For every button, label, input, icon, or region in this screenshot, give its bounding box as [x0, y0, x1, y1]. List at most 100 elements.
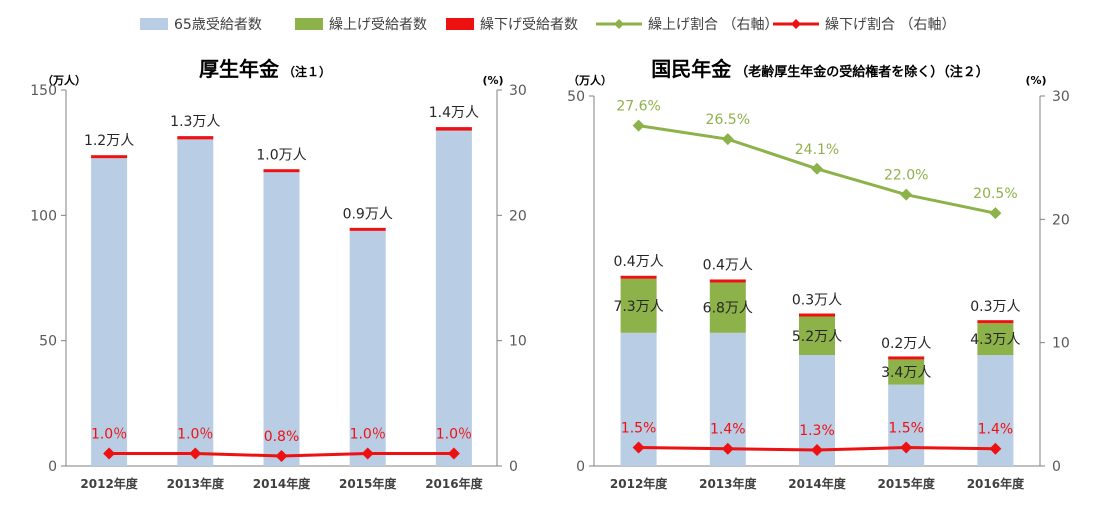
legend-label-deferred: 繰下げ受給者数	[480, 17, 578, 33]
legend-marker-early_ratio	[614, 19, 624, 29]
point-deferred_ratio	[275, 449, 288, 462]
bar-base	[435, 130, 472, 466]
legend-swatch-deferred	[446, 18, 474, 30]
bar-deferred	[91, 155, 128, 159]
y-axis-right-unit: (%)	[482, 74, 503, 87]
bar-base	[91, 158, 128, 466]
y-tick-label-right: 10	[509, 334, 527, 350]
chart-title-note: （老齢厚生年金の受給権者を除く）（注２）	[735, 64, 989, 80]
chart-title: 国民年金 （老齢厚生年金の受給権者を除く）（注２）	[651, 57, 989, 81]
y-tick-label-right: 10	[1052, 336, 1070, 352]
line-label-deferred_ratio: 1.4%	[978, 422, 1014, 438]
bar-deferred	[799, 313, 835, 317]
chart-kokumin-nenkin: 国民年金 （老齢厚生年金の受給権者を除く）（注２） （万人） (%) 0 50 0 10 20 3…	[567, 57, 1070, 491]
bar-deferred	[435, 127, 472, 131]
line-label-early_ratio: 22.0%	[884, 168, 928, 184]
legend-swatch-base	[140, 18, 168, 30]
bar-label-deferred: 1.4万人	[429, 105, 479, 121]
point-deferred_ratio	[447, 447, 460, 460]
x-tick-label: 2012年度	[610, 476, 668, 491]
point-early_ratio	[900, 188, 913, 201]
point-deferred_ratio	[189, 447, 202, 460]
line-label-deferred_ratio: 1.3%	[799, 423, 835, 439]
bar-label-early: 3.4万人	[881, 365, 931, 381]
y-axis-left-unit: （万人）	[568, 73, 612, 87]
bar-label-deferred: 0.3万人	[792, 292, 842, 308]
y-tick-label-right: 0	[1052, 459, 1061, 475]
line-label-deferred_ratio: 1.4%	[710, 422, 746, 438]
line-label-deferred_ratio: 1.0％	[436, 426, 472, 442]
bar-label-deferred: 0.9万人	[343, 207, 393, 223]
legend-label-early_ratio: 繰上げ割合 （右軸）	[648, 16, 778, 33]
x-tick-label: 2014年度	[788, 476, 846, 491]
bar-base	[177, 139, 214, 466]
bar-label-deferred: 1.2万人	[84, 133, 134, 149]
bar-label-early: 6.8万人	[703, 301, 753, 317]
y-axis-left-unit: （万人）	[42, 73, 86, 87]
bar-deferred	[977, 320, 1014, 324]
legend-label-deferred_ratio: 繰下げ割合 （右軸）	[825, 16, 955, 33]
legend-label-base: 65歳受給者数	[174, 17, 262, 33]
y-tick-label-right: 20	[509, 208, 527, 224]
bar-label-early: 4.3万人	[970, 332, 1020, 348]
bar-early	[888, 359, 925, 385]
bar-label-deferred: 0.4万人	[703, 258, 753, 274]
line-label-early_ratio: 20.5%	[973, 186, 1017, 202]
x-tick-label: 2016年度	[967, 476, 1025, 491]
chart-title-note: （注１）	[283, 64, 331, 79]
bar-label-deferred: 0.4万人	[613, 254, 663, 270]
point-early_ratio	[721, 133, 734, 146]
point-deferred_ratio	[989, 442, 1002, 455]
y-tick-label-right: 20	[1052, 212, 1070, 228]
line-label-deferred_ratio: 1.0％	[350, 426, 386, 442]
bar-label-deferred: 1.0万人	[256, 148, 306, 164]
x-tick-label: 2015年度	[339, 476, 397, 491]
bar-label-early: 5.2万人	[792, 329, 842, 345]
x-tick-label: 2012年度	[80, 476, 138, 491]
bar-base	[349, 230, 386, 466]
legend-swatch-early	[295, 18, 323, 30]
x-tick-label: 2013年度	[699, 476, 757, 491]
bar-deferred	[263, 169, 300, 173]
chart-title: 厚生年金 （注１）	[199, 57, 331, 81]
x-tick-label: 2014年度	[253, 476, 311, 491]
bar-deferred	[177, 136, 214, 140]
y-tick-label-left: 0	[576, 459, 585, 475]
line-label-early_ratio: 26.5%	[706, 112, 750, 128]
bar-base	[263, 172, 300, 466]
bar-deferred	[620, 275, 657, 279]
y-tick-label-right: 0	[509, 459, 518, 475]
legend-marker-deferred_ratio	[791, 19, 801, 29]
line-label-deferred_ratio: 1.5%	[888, 421, 924, 437]
bar-label-deferred: 0.3万人	[970, 299, 1020, 315]
point-early_ratio	[989, 207, 1002, 220]
bar-label-deferred: 0.2万人	[881, 336, 931, 352]
bar-label-deferred: 1.3万人	[170, 114, 220, 130]
y-tick-label-left: 150	[30, 83, 57, 99]
chart-title-main: 厚生年金	[199, 57, 280, 81]
y-axis-right-unit: (%)	[1025, 74, 1046, 87]
point-deferred_ratio	[103, 447, 116, 460]
x-tick-label: 2015年度	[877, 476, 935, 491]
bar-early	[799, 316, 835, 355]
bar-deferred	[349, 227, 386, 231]
bar-deferred	[709, 279, 746, 283]
bar-early	[977, 323, 1014, 355]
bar-early	[709, 282, 746, 333]
line-label-deferred_ratio: 0.8%	[264, 429, 300, 445]
y-tick-label-left: 50	[39, 334, 57, 350]
line-label-deferred_ratio: 1.0％	[177, 426, 213, 442]
line-label-deferred_ratio: 1.5%	[621, 421, 657, 437]
line-label-deferred_ratio: 1.0％	[91, 426, 127, 442]
point-deferred_ratio	[632, 441, 645, 454]
chart-kosei-nenkin: 厚生年金 （注１） （万人） (%) 0 50 100 150 0 10 20 30 2012年度 201…	[30, 57, 527, 491]
point-deferred_ratio	[900, 441, 913, 454]
point-deferred_ratio	[361, 447, 374, 460]
bar-deferred	[888, 356, 925, 360]
y-tick-label-left: 100	[30, 208, 57, 224]
y-tick-label-left: 0	[48, 459, 57, 475]
x-tick-label: 2016年度	[425, 476, 483, 491]
bar-early	[620, 278, 657, 333]
chart-title-main: 国民年金	[651, 57, 732, 81]
